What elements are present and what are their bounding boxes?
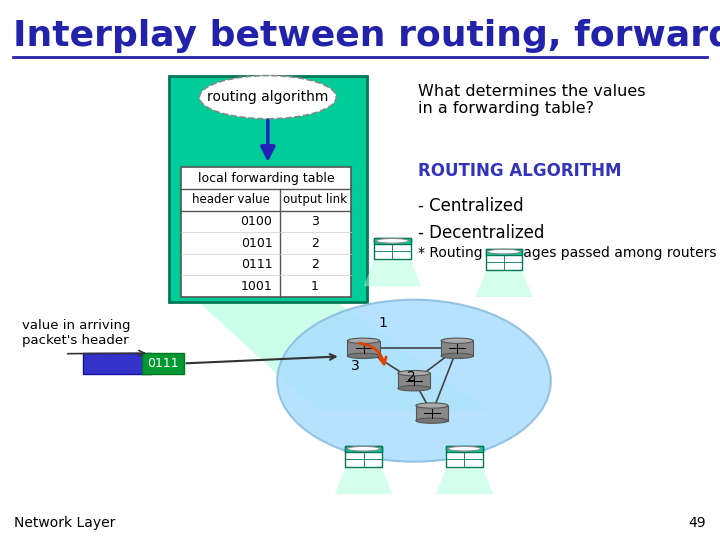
- FancyBboxPatch shape: [374, 238, 411, 259]
- FancyBboxPatch shape: [446, 446, 483, 451]
- Text: output link: output link: [283, 193, 347, 206]
- Polygon shape: [436, 463, 493, 494]
- FancyBboxPatch shape: [441, 341, 473, 356]
- Ellipse shape: [376, 239, 409, 243]
- Text: routing algorithm: routing algorithm: [207, 90, 328, 104]
- Text: * Routing messages passed among routers: * Routing messages passed among routers: [418, 246, 716, 260]
- Text: - Centralized: - Centralized: [418, 197, 523, 215]
- FancyBboxPatch shape: [485, 248, 523, 269]
- Polygon shape: [475, 266, 533, 297]
- FancyBboxPatch shape: [83, 353, 151, 374]
- Text: 3: 3: [311, 215, 319, 228]
- Polygon shape: [199, 302, 490, 410]
- Text: ROUTING ALGORITHM: ROUTING ALGORITHM: [418, 162, 621, 180]
- Ellipse shape: [416, 418, 448, 423]
- Ellipse shape: [277, 300, 551, 462]
- Text: header value: header value: [192, 193, 269, 206]
- Text: 1: 1: [378, 316, 387, 330]
- Text: 49: 49: [688, 516, 706, 530]
- FancyBboxPatch shape: [398, 373, 430, 388]
- Text: 0101: 0101: [240, 237, 272, 249]
- Ellipse shape: [441, 338, 473, 343]
- Ellipse shape: [199, 76, 336, 119]
- Text: 0100: 0100: [240, 215, 272, 228]
- Text: Interplay between routing, forwarding: Interplay between routing, forwarding: [13, 19, 720, 53]
- FancyBboxPatch shape: [181, 167, 351, 297]
- Text: 1001: 1001: [240, 280, 272, 293]
- FancyArrowPatch shape: [359, 343, 386, 364]
- Ellipse shape: [416, 403, 448, 408]
- Text: 2: 2: [311, 237, 319, 249]
- Ellipse shape: [398, 386, 430, 391]
- Text: local forwarding table: local forwarding table: [198, 172, 334, 185]
- Text: 0111: 0111: [147, 357, 179, 370]
- Ellipse shape: [448, 447, 481, 451]
- Text: 3: 3: [351, 359, 360, 373]
- Text: What determines the values
in a forwarding table?: What determines the values in a forwardi…: [418, 84, 645, 116]
- FancyBboxPatch shape: [485, 248, 523, 254]
- Ellipse shape: [348, 338, 379, 343]
- FancyBboxPatch shape: [346, 446, 382, 467]
- FancyBboxPatch shape: [446, 446, 483, 467]
- FancyBboxPatch shape: [346, 446, 382, 451]
- Ellipse shape: [348, 353, 379, 359]
- Text: - Decentralized: - Decentralized: [418, 224, 544, 242]
- FancyBboxPatch shape: [169, 76, 367, 302]
- Ellipse shape: [347, 447, 380, 451]
- Polygon shape: [364, 255, 421, 286]
- Text: value in arriving
packet's header: value in arriving packet's header: [22, 319, 130, 347]
- FancyBboxPatch shape: [416, 406, 448, 421]
- Ellipse shape: [441, 353, 473, 359]
- Ellipse shape: [487, 249, 521, 254]
- Text: Network Layer: Network Layer: [14, 516, 116, 530]
- Text: 1: 1: [311, 280, 319, 293]
- FancyBboxPatch shape: [348, 341, 379, 356]
- Text: 0111: 0111: [240, 258, 272, 271]
- Polygon shape: [335, 463, 392, 494]
- FancyBboxPatch shape: [374, 238, 411, 244]
- Text: 2: 2: [311, 258, 319, 271]
- Text: 2: 2: [407, 370, 415, 384]
- Ellipse shape: [398, 370, 430, 376]
- FancyBboxPatch shape: [142, 353, 184, 374]
